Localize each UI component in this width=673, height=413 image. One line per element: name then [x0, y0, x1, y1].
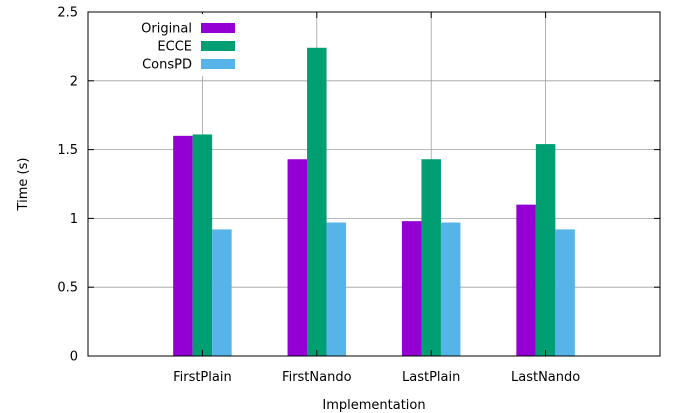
x-axis-label: Implementation: [322, 398, 425, 413]
legend-label: Original: [141, 22, 192, 37]
y-tick-label: 2.5: [57, 6, 78, 21]
bar-original-firstplain: [173, 135, 193, 356]
legend-label: ConsPD: [142, 58, 192, 73]
bar-original-lastplain: [401, 221, 422, 356]
y-tick-label: 0.5: [57, 281, 78, 296]
y-tick-label: 1.5: [57, 143, 78, 158]
x-tick-label: LastPlain: [402, 370, 460, 385]
bar-original-firstnando: [287, 159, 308, 356]
legend-swatch: [201, 59, 235, 69]
x-tick-label: FirstPlain: [173, 370, 232, 385]
y-tick-label: 1: [70, 212, 78, 227]
x-tick-label: FirstNando: [282, 370, 352, 385]
x-tick-label: LastNando: [511, 370, 580, 385]
bar-conspd-lastplain: [440, 222, 461, 356]
bar-original-lastnando: [516, 204, 536, 356]
bars: [173, 47, 575, 356]
legend-label: ECCE: [157, 40, 192, 55]
legend: Original ECCE ConsPD: [92, 14, 244, 76]
legend-swatch: [201, 23, 235, 33]
bar-ecce-lastplain: [421, 159, 441, 356]
y-tick-label: 2: [70, 74, 78, 89]
bar-conspd-firstnando: [326, 222, 347, 356]
bar-conspd-firstplain: [212, 229, 232, 356]
bar-ecce-lastnando: [535, 144, 556, 356]
y-axis-label: Time (s): [16, 158, 31, 212]
plot-frame: [87, 11, 661, 357]
y-axis-ticks: 0 0.5 1 1.5 2 2.5: [57, 6, 660, 365]
bar-conspd-lastnando: [555, 229, 575, 356]
legend-swatch: [201, 41, 235, 51]
x-axis-ticks: FirstPlain FirstNando LastPlain LastNando: [173, 12, 580, 385]
bar-ecce-firstplain: [192, 134, 213, 356]
bar-ecce-firstnando: [307, 47, 327, 356]
y-tick-label: 0: [70, 350, 78, 365]
